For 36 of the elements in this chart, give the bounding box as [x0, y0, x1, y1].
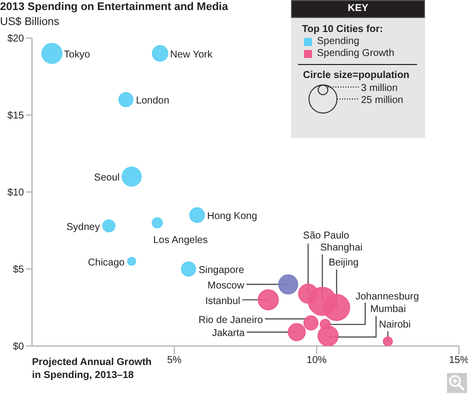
legend-label: 3 million: [361, 83, 398, 94]
y-tick-label: $20: [7, 34, 24, 45]
annotation: Beijing: [328, 258, 359, 268]
annotation: Moscow: [208, 280, 245, 292]
annotation: Circle size=population: [302, 69, 410, 81]
x-axis-title: Projected Annual Growth in Spending, 2013–18: [32, 356, 153, 382]
annotation: Mumbai: [370, 304, 406, 315]
x-tick-label: 5%: [167, 355, 182, 366]
annotation: Istanbul: [205, 296, 240, 307]
chart-title: 2013 Spending on Entertainment and Media: [0, 1, 228, 13]
annotation: Sydney: [66, 222, 100, 233]
x-tick-label: 10%: [306, 355, 327, 366]
annotation: Los Angeles: [153, 234, 208, 246]
annotation: New York: [170, 49, 214, 60]
y-tick-label: $0: [12, 342, 24, 353]
annotation: Nairobi: [378, 319, 411, 330]
annotation: Singapore: [198, 265, 245, 276]
y-tick-label: $15: [7, 110, 24, 122]
y-tick-label: $5: [12, 264, 24, 276]
legend-label: Spending: [317, 36, 360, 47]
annotation: London: [136, 96, 170, 107]
legend-label: 25 million: [361, 95, 404, 106]
annotation: Jakarta: [212, 328, 246, 340]
annotation: São Paulo: [303, 230, 350, 242]
legend-label: Spending Growth: [317, 48, 394, 59]
annotation: Shanghai: [320, 242, 362, 254]
annotation: Chicago: [88, 257, 126, 268]
y-tick-label: $10: [7, 188, 24, 199]
annotation: Rio de Janeiro: [198, 314, 264, 326]
annotation: Johannesburg: [356, 291, 419, 302]
annotation: Hong Kong: [207, 211, 258, 222]
y-axis-title: US$ Billions: [0, 16, 60, 28]
annotation: Seoul: [94, 172, 120, 184]
text: KEY: [348, 3, 368, 14]
legend-title: Top 10 Cities for:: [301, 23, 384, 35]
annotation: Tokyo: [64, 49, 90, 60]
